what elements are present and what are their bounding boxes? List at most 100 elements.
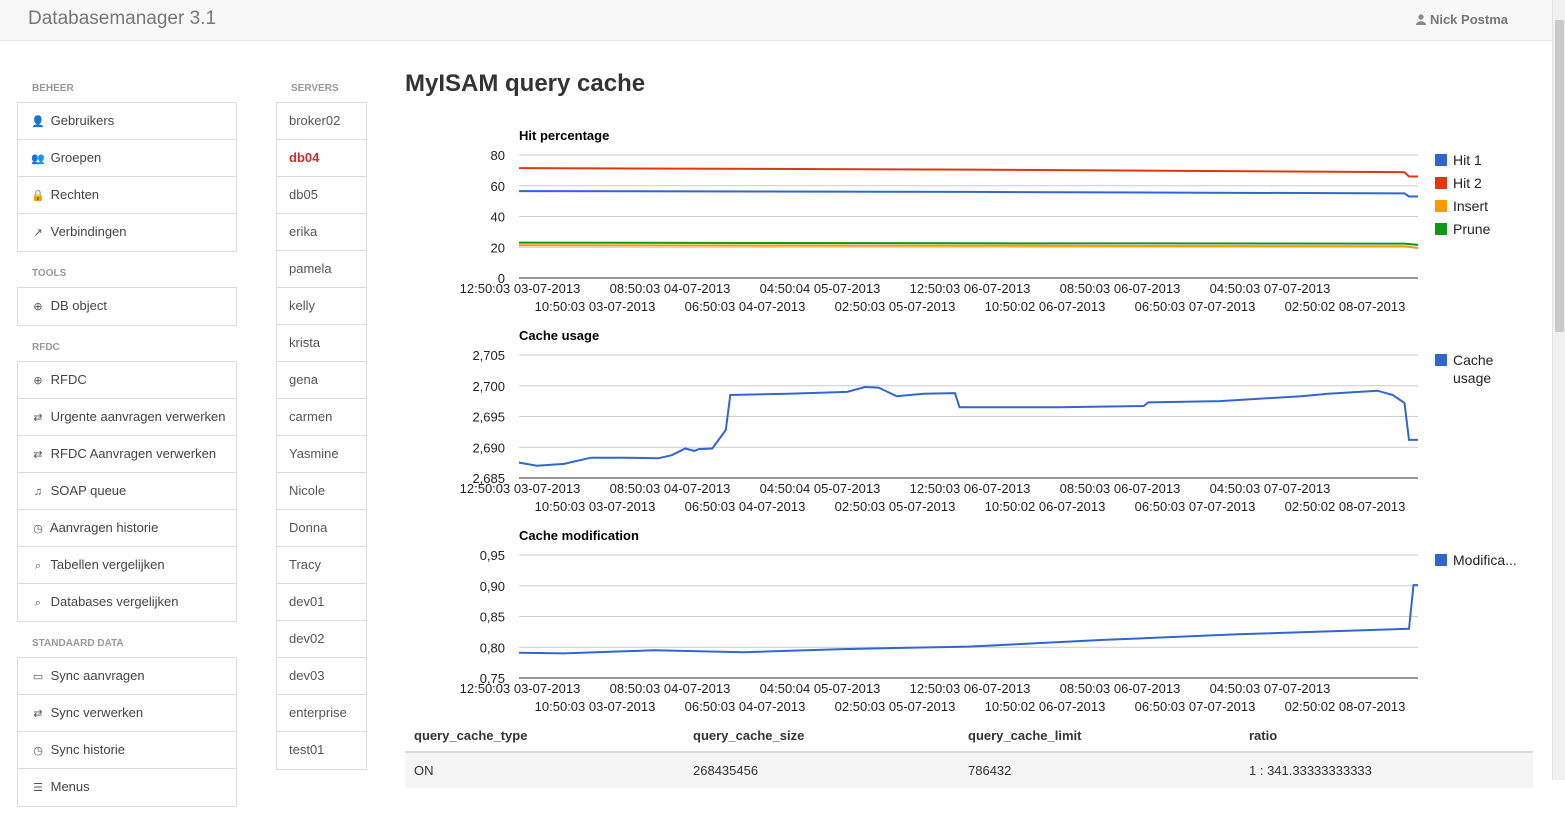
x-tick-label: 04:50:04 05-07-2013 <box>760 481 881 496</box>
server-item-erika[interactable]: erika <box>277 214 366 251</box>
server-item-nicole[interactable]: Nicole <box>277 473 366 510</box>
sidebar-item-soap-queue[interactable]: ♫ SOAP queue <box>18 473 236 510</box>
x-tick-label: 10:50:03 03-07-2013 <box>535 299 656 314</box>
server-item-carmen[interactable]: carmen <box>277 399 366 436</box>
server-item-gena[interactable]: gena <box>277 362 366 399</box>
server-item-dev03[interactable]: dev03 <box>277 658 366 695</box>
server-item-db04[interactable]: db04 <box>277 140 366 177</box>
server-item-test01[interactable]: test01 <box>289 742 325 757</box>
legend-label: Hit 1 <box>1453 152 1482 168</box>
series-line-prune <box>518 241 1419 246</box>
server-item-db05[interactable]: db05 <box>277 177 366 214</box>
circle-arrow-icon: ⊕ <box>33 375 43 387</box>
legend-swatch <box>1435 223 1447 235</box>
y-tick-label: 60 <box>491 179 505 194</box>
x-tick-label: 04:50:03 07-07-2013 <box>1210 281 1331 296</box>
x-tick-label: 10:50:02 06-07-2013 <box>985 299 1106 314</box>
scrollbar-thumb[interactable] <box>1555 20 1564 332</box>
sidebar-item-label: Databases vergelijken <box>47 594 179 609</box>
x-tick-label: 06:50:03 04-07-2013 <box>685 699 806 714</box>
x-tick-label: 10:50:03 03-07-2013 <box>535 499 656 514</box>
table-body: ON 268435456 786432 1 : 341.33333333333 <box>405 751 1533 788</box>
sidebar-item-rfdc-aanvragen-verwerken[interactable]: ⇄ RFDC Aanvragen verwerken <box>18 436 236 473</box>
x-tick-label: 06:50:03 07-07-2013 <box>1135 299 1256 314</box>
server-item-dev01[interactable]: dev01 <box>277 584 366 621</box>
server-item-donna[interactable]: Donna <box>277 510 366 547</box>
x-tick-label: 04:50:04 05-07-2013 <box>760 281 881 296</box>
x-tick-label: 10:50:02 06-07-2013 <box>985 699 1106 714</box>
user-menu[interactable]: Nick Postma <box>1415 12 1508 27</box>
legend-swatch <box>1435 200 1447 212</box>
sidebar-item-groepen[interactable]: 👥 Groepen <box>18 140 236 177</box>
sidebar-item-sync-verwerken[interactable]: ⇄ Sync verwerken <box>18 695 236 732</box>
sidebar-item-label: RFDC Aanvragen verwerken <box>47 446 217 461</box>
server-item-enterprise[interactable]: enterprise <box>277 695 366 732</box>
server-item-krista[interactable]: krista <box>277 325 366 362</box>
section-heading: BEHEER <box>32 83 74 94</box>
sidebar-item-label: Gebruikers <box>47 113 115 128</box>
legend-label: Hit 2 <box>1453 175 1482 191</box>
server-item-tracy[interactable]: Tracy <box>277 547 366 584</box>
server-item-dev02[interactable]: dev02 <box>277 621 366 658</box>
sidebar-item-rechten[interactable]: 🔒 Rechten <box>18 177 236 214</box>
sidebar-item-label: Verbindingen <box>47 224 127 239</box>
chart-3: Cache modification0,950,900,850,800,7512… <box>460 528 1517 714</box>
column-header-query-cache-type: query_cache_type <box>405 720 684 753</box>
top-navbar: Databasemanager 3.1 Nick Postma <box>0 0 1552 41</box>
sidebar-item-label: Sync historie <box>47 742 126 757</box>
sidebar-item-label: Sync verwerken <box>47 705 144 720</box>
sidebar-item-label: SOAP queue <box>47 483 127 498</box>
sidebar-item-sync-aanvragen[interactable]: ▭ Sync aanvragen <box>18 658 236 695</box>
series-line-hit-1 <box>518 190 1418 198</box>
sidebar-item-gebruikers[interactable]: 👤 Gebruikers <box>18 103 236 140</box>
chart-title: Cache modification <box>519 528 639 543</box>
x-tick-label: 12:50:03 03-07-2013 <box>460 481 581 496</box>
y-tick-label: 2,705 <box>472 348 505 363</box>
x-tick-label: 12:50:03 06-07-2013 <box>910 281 1031 296</box>
sidebar-item-tabellen-vergelijken[interactable]: ⌕ Tabellen vergelijken <box>18 547 236 584</box>
table-row: ON 268435456 786432 1 : 341.33333333333 <box>405 751 1533 788</box>
clock-icon: ◷ <box>33 745 43 757</box>
app-title[interactable]: Databasemanager 3.1 <box>28 8 217 29</box>
page-scrollbar[interactable] <box>1552 0 1565 780</box>
section-heading: TOOLS <box>32 268 67 279</box>
series-line-modifica- <box>518 584 1418 655</box>
legend-swatch <box>1435 177 1447 189</box>
sidebar-item-label: Aanvragen historie <box>47 520 159 535</box>
legend-swatch <box>1435 554 1447 566</box>
legend-label: usage <box>1453 370 1491 386</box>
server-item-yasmine[interactable]: Yasmine <box>277 436 366 473</box>
table-header-row: query_cache_type query_cache_size query_ca… <box>405 720 1533 753</box>
server-item-broker02[interactable]: broker02 <box>277 103 366 140</box>
sidebar-item-label: Menus <box>47 779 90 794</box>
clock-icon: ◷ <box>33 523 43 535</box>
y-tick-label: 2,695 <box>472 410 505 425</box>
y-tick-label: 0,75 <box>480 671 505 686</box>
exchange-icon: ⇄ <box>33 708 43 720</box>
y-tick-label: 0,95 <box>480 548 505 563</box>
x-tick-label: 08:50:03 04-07-2013 <box>610 481 731 496</box>
user-icon <box>1415 14 1426 25</box>
server-item-pamela[interactable]: pamela <box>277 251 366 288</box>
users-icon: 👥 <box>31 153 45 165</box>
sidebar-item-rfdc[interactable]: ⊕ RFDC <box>18 362 236 399</box>
sidebar-item-sync-historie[interactable]: ◷ Sync historie <box>18 732 236 769</box>
list-icon: ☰ <box>33 782 43 794</box>
hdd-icon: ▭ <box>32 671 44 683</box>
y-tick-label: 2,700 <box>472 379 505 394</box>
sidebar-item-verbindingen[interactable]: ↗ Verbindingen <box>18 214 236 251</box>
sidebar-item-db-object[interactable]: ⊕ DB object <box>18 288 236 325</box>
sidebar-item-databases-vergelijken[interactable]: ⌕ Databases vergelijken <box>18 584 236 621</box>
server-list: broker02 db04 db05 erika pamela kelly krista ge… <box>276 102 367 770</box>
sidebar-item-menus[interactable]: ☰ Menus <box>18 769 236 806</box>
sidebar-item-aanvragen-historie[interactable]: ◷ Aanvragen historie <box>18 510 236 547</box>
x-tick-label: 06:50:03 07-07-2013 <box>1135 499 1256 514</box>
nav-list: 👤 Gebruikers 👥 Groepen 🔒 Rechten ↗ Verbindi… <box>17 102 237 252</box>
x-tick-label: 10:50:02 06-07-2013 <box>985 499 1106 514</box>
sidebar-item-label: DB object <box>47 298 107 313</box>
sidebar-item-label: Rechten <box>47 187 100 202</box>
server-item-kelly[interactable]: kelly <box>277 288 366 325</box>
sidebar-item-urgente-aanvragen-verwerken[interactable]: ⇄ Urgente aanvragen verwerken <box>18 399 236 436</box>
y-tick-label: 0 <box>498 271 505 286</box>
